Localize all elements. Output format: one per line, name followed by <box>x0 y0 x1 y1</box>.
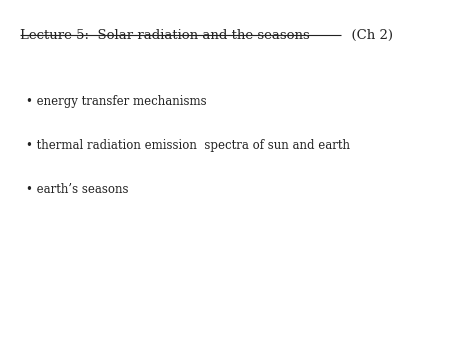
Text: • earth’s seasons: • earth’s seasons <box>26 183 129 195</box>
Text: Lecture 5:  Solar radiation and the seasons: Lecture 5: Solar radiation and the seaso… <box>20 29 310 42</box>
Text: • energy transfer mechanisms: • energy transfer mechanisms <box>26 95 207 107</box>
Text: (Ch 2): (Ch 2) <box>343 29 393 42</box>
Text: • thermal radiation emission  spectra of sun and earth: • thermal radiation emission spectra of … <box>26 139 350 151</box>
